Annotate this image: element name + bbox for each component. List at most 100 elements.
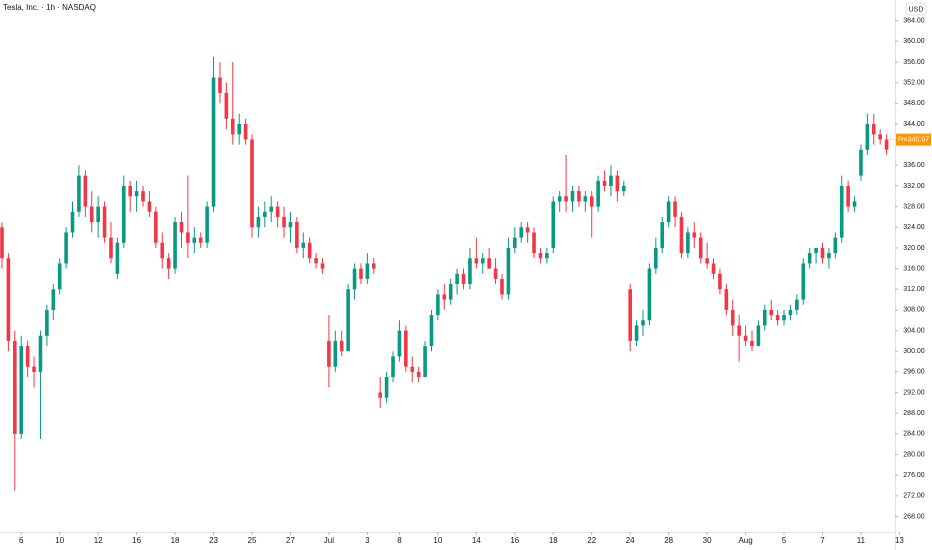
y-tick-label: 304.00	[903, 327, 925, 334]
candle-body	[391, 356, 395, 378]
candle-body	[487, 258, 491, 269]
x-tick-label: 10	[55, 536, 64, 545]
candle-body	[513, 237, 517, 248]
candle-body	[134, 191, 139, 197]
candle-body	[807, 253, 812, 264]
candle-body	[506, 247, 511, 295]
currency[interactable]: USD	[909, 6, 924, 13]
currency-box[interactable]	[905, 2, 927, 16]
candle-body	[64, 232, 68, 264]
candle-body	[871, 123, 876, 135]
candle-body	[609, 175, 613, 186]
candle-body	[256, 216, 261, 228]
candle-body	[666, 201, 671, 223]
candle-body	[19, 346, 24, 434]
candle-body	[147, 201, 152, 212]
candle-body	[686, 232, 690, 254]
candle-body	[371, 263, 376, 269]
candle-body	[96, 206, 100, 223]
y-tick-label: 328.00	[903, 203, 925, 210]
candle-body	[589, 196, 594, 207]
candle-body	[711, 263, 716, 274]
last-price-badge	[896, 133, 931, 146]
candle-body	[846, 185, 850, 207]
candle-body	[237, 123, 241, 135]
candle-body	[455, 273, 459, 285]
candle-body	[654, 247, 658, 269]
candle-body	[775, 315, 780, 321]
candle-body	[250, 139, 254, 228]
candle-body	[378, 392, 382, 398]
y-tick-label: 324.00	[903, 224, 925, 231]
candle-body	[359, 268, 363, 279]
candle-body	[865, 123, 870, 150]
x-tick-label: 12	[94, 536, 103, 545]
candle-body	[186, 232, 190, 243]
x-tick-label: 22	[587, 536, 596, 545]
y-tick-label: 352.00	[903, 79, 925, 86]
y-tick-label: 360.00	[903, 38, 925, 45]
candle-body	[852, 201, 857, 207]
candle-body	[660, 222, 665, 248]
candle-body	[230, 118, 235, 135]
chart-title: Tesla, Inc. · 1h · NASDAQ	[3, 3, 96, 12]
x-tick-label: 14	[472, 536, 481, 545]
candle-body	[282, 216, 286, 228]
y-tick-label: 272.00	[903, 493, 925, 500]
candle-body	[160, 242, 165, 259]
candle-body	[442, 294, 447, 300]
y-tick-label: 344.00	[903, 121, 925, 128]
candle-body	[814, 247, 818, 254]
y-tick-label: 280.00	[903, 451, 925, 458]
candle-body	[218, 77, 222, 93]
candle-body	[782, 315, 786, 321]
candle-body	[557, 196, 562, 202]
candle-body	[346, 289, 350, 352]
candle-body	[698, 237, 703, 259]
y-tick-label: 320.00	[903, 245, 925, 252]
candle-body	[416, 371, 421, 378]
candle-body	[13, 340, 17, 434]
candle-body	[545, 253, 549, 259]
x-tick-label: 23	[209, 536, 218, 545]
candle-body	[801, 263, 806, 300]
y-tick-label: 268.00	[903, 513, 925, 520]
candle-body	[429, 315, 434, 347]
candle-body	[384, 377, 389, 398]
candle-body	[602, 180, 607, 186]
candle-body	[205, 206, 209, 243]
candle-body	[839, 185, 844, 238]
candle-body	[500, 278, 504, 295]
candle-body	[102, 206, 107, 238]
last-price-session: Pre	[898, 137, 908, 143]
candle-body	[795, 299, 799, 310]
candle-body	[109, 237, 113, 259]
x-tick-label: 6	[19, 536, 24, 545]
candle-body	[339, 340, 344, 352]
candle-body	[301, 242, 306, 248]
candle-body	[404, 330, 408, 367]
candle-body	[468, 258, 472, 285]
y-tick-label: 292.00	[903, 389, 925, 396]
x-tick-label: Aug	[738, 536, 752, 545]
candle-body	[718, 273, 722, 290]
candle-body	[474, 258, 479, 264]
candle-body	[314, 258, 318, 264]
candle-body	[6, 258, 11, 341]
candle-body	[32, 366, 36, 372]
y-tick-label: 308.00	[903, 307, 925, 314]
candle-body	[493, 268, 498, 279]
candle-body	[647, 268, 652, 321]
candle-body	[743, 335, 748, 341]
candle-body	[243, 123, 248, 140]
last-price-value: 340.97	[908, 136, 930, 143]
y-tick-label: 332.00	[903, 183, 925, 190]
candle-body	[788, 309, 793, 316]
y-tick-label: 348.00	[903, 100, 925, 107]
y-tick-label: 316.00	[903, 265, 925, 272]
candle-body	[25, 346, 30, 367]
candle-body	[820, 247, 825, 259]
